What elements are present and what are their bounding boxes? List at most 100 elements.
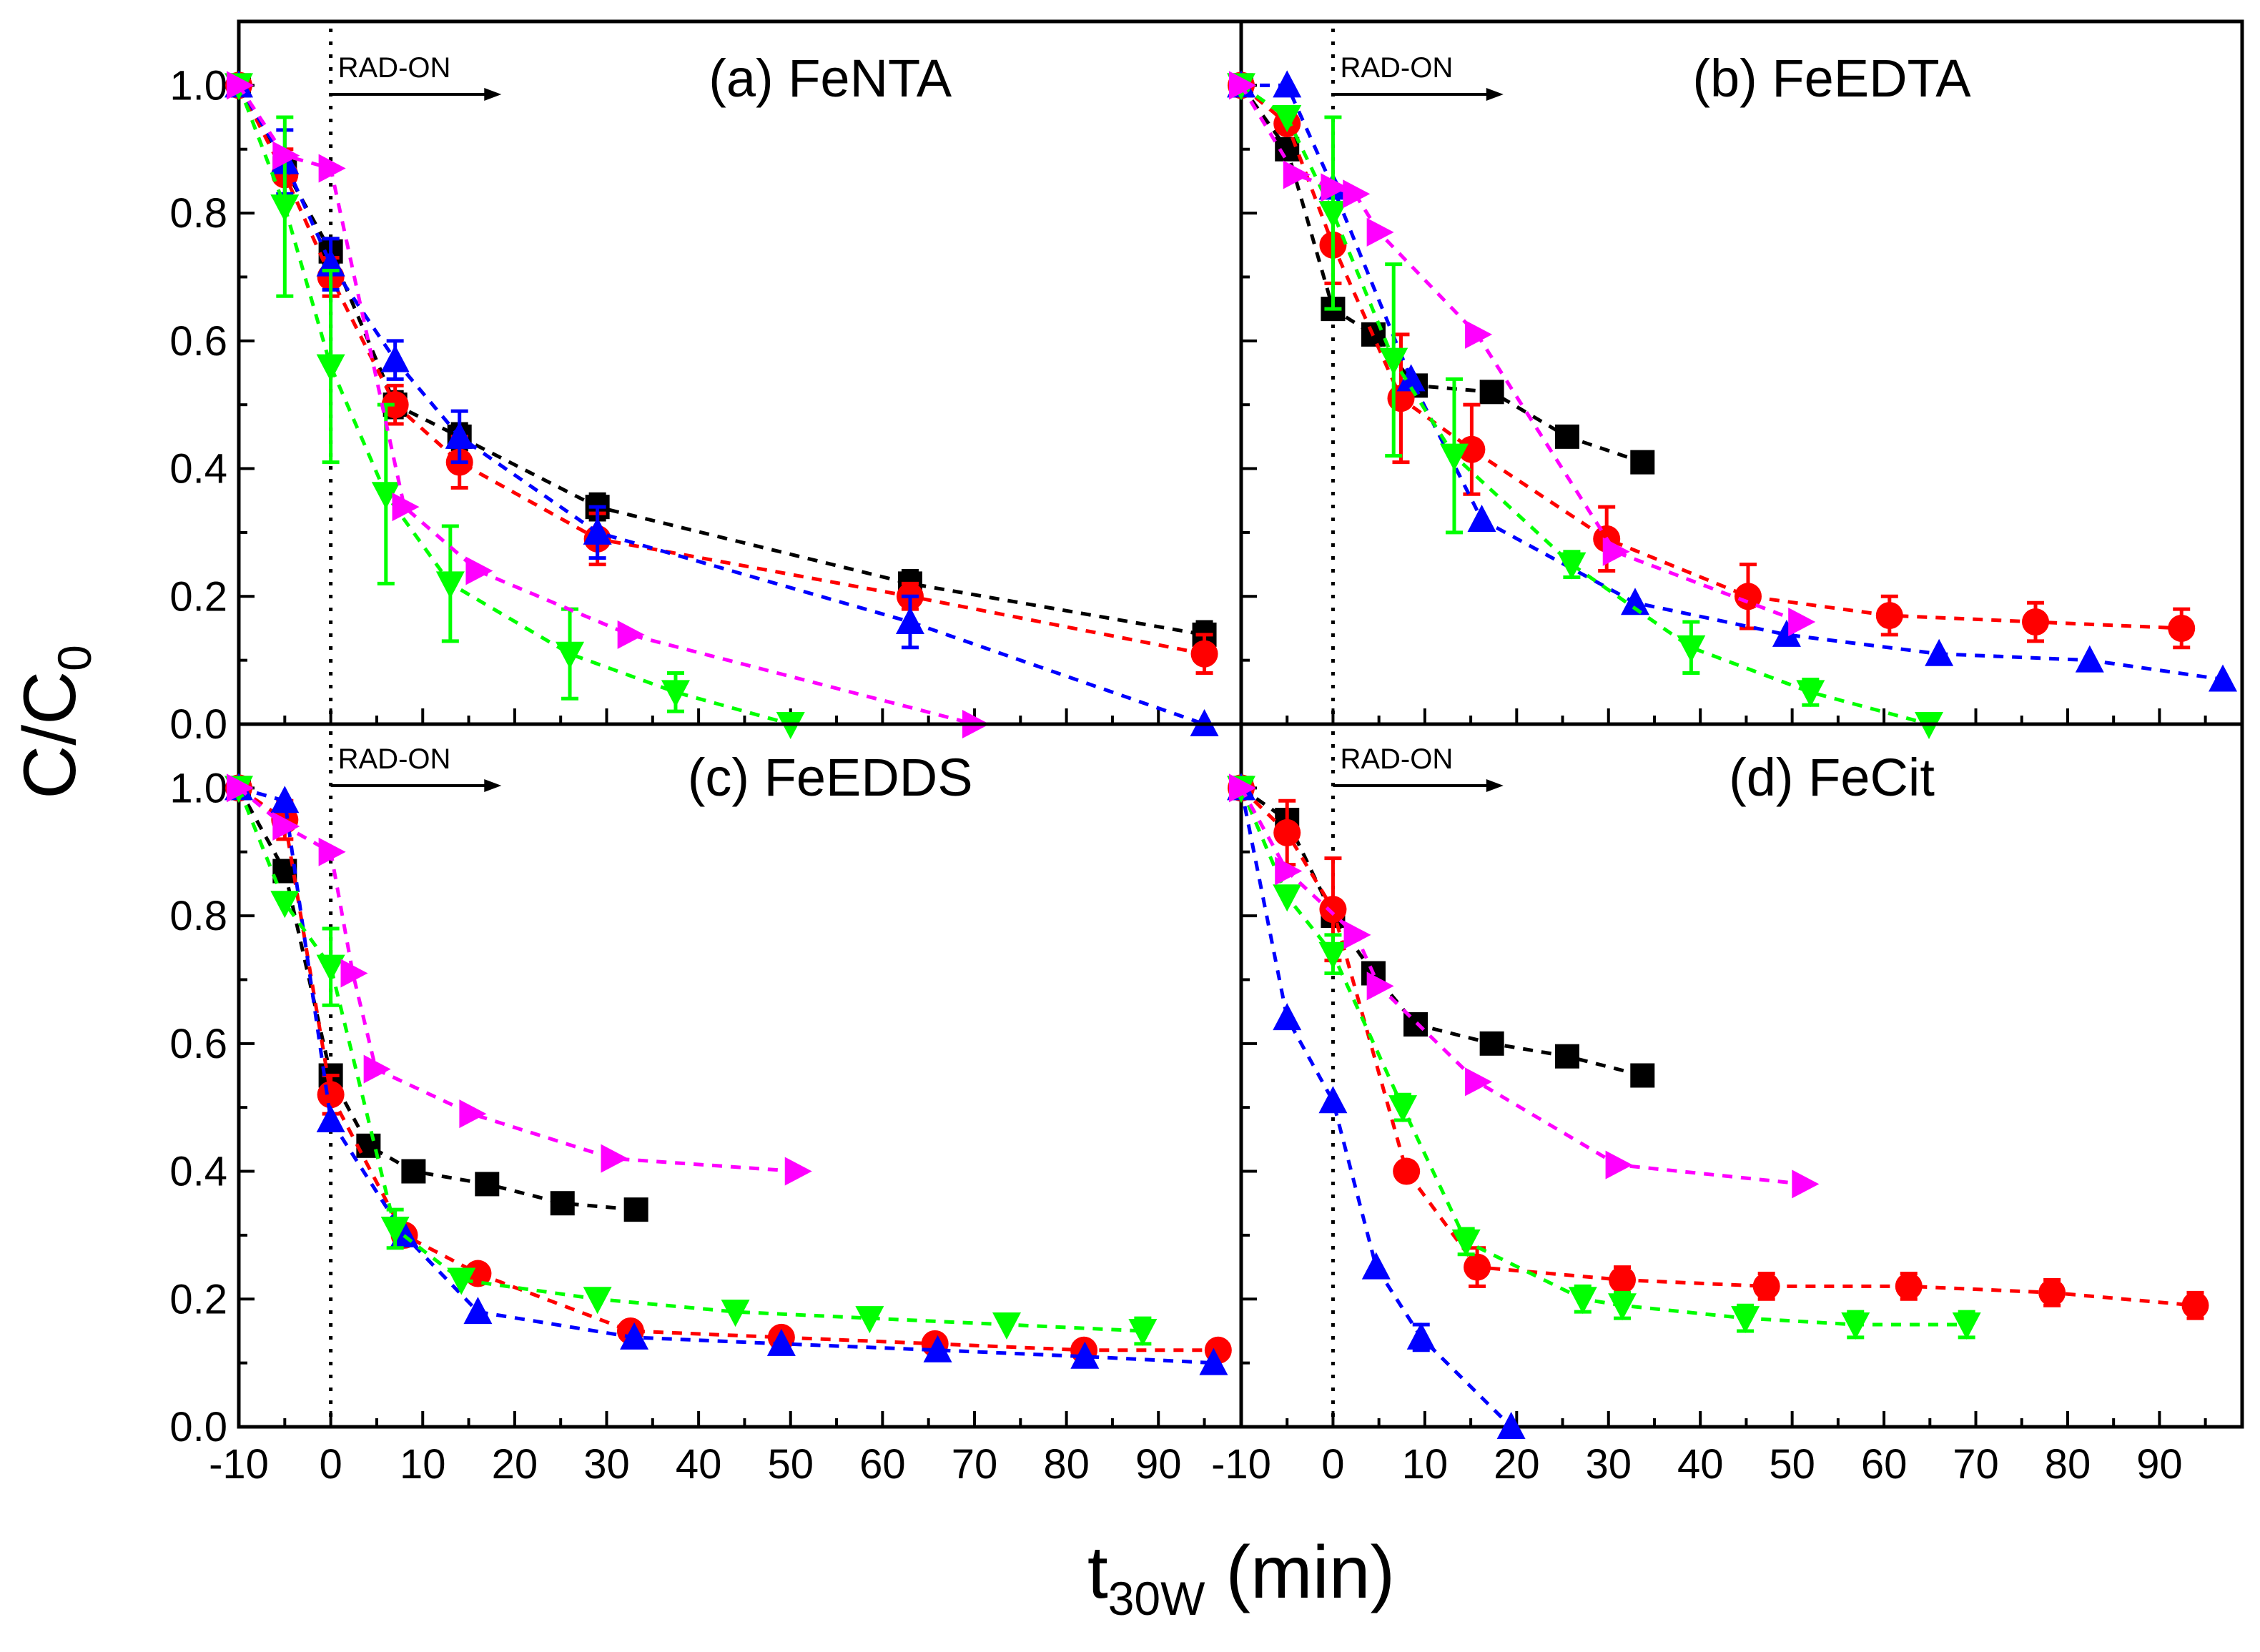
data-point (1772, 619, 1801, 647)
x-tick-label: 50 (767, 1441, 814, 1488)
y-tick-label: 0.0 (169, 701, 227, 748)
data-point (318, 154, 346, 183)
panel-2: RAD-ON (b) FeEDTA (1227, 19, 2244, 739)
data-point (923, 1335, 952, 1362)
data-point (1275, 137, 1300, 162)
y-tick-label: 0.6 (169, 318, 227, 365)
series-line (237, 787, 636, 1212)
x-tick-label: 80 (2045, 1441, 2091, 1488)
x-tick-label: 10 (1402, 1441, 1449, 1488)
data-point (2209, 664, 2238, 692)
data-point (1396, 364, 1426, 392)
data-point (1406, 1322, 1436, 1350)
data-point (227, 773, 254, 803)
data-point (401, 1159, 426, 1184)
data-point (1952, 1312, 1981, 1340)
rad-on-arrowhead (484, 779, 502, 792)
data-point (1361, 1252, 1391, 1280)
data-point (1393, 1157, 1421, 1185)
data-point (1554, 424, 1579, 449)
series-line (1239, 787, 1967, 1327)
data-point (1229, 71, 1256, 100)
y-tick-label: 0.8 (169, 893, 227, 939)
data-point (340, 959, 368, 988)
series-line (237, 84, 1205, 637)
rad-on-arrowhead (1486, 88, 1504, 101)
series-line (237, 786, 797, 1174)
data-point (2181, 1292, 2209, 1320)
data-point (316, 1105, 345, 1133)
data-point (1621, 588, 1650, 615)
data-point (1318, 201, 1348, 229)
data-point (1608, 1293, 1637, 1321)
y-tick-label: 0.4 (169, 1149, 227, 1195)
x-axis-label: t30W (min) (1087, 1531, 1395, 1625)
data-point (1731, 1306, 1760, 1334)
data-point (1343, 179, 1371, 209)
data-point (380, 345, 410, 372)
data-point (1199, 1347, 1228, 1375)
data-point (784, 1157, 812, 1186)
rad-on-label: RAD-ON (338, 743, 451, 775)
data-point (363, 1054, 391, 1084)
data-point (1605, 1150, 1633, 1179)
data-point (381, 391, 409, 419)
data-point (2168, 614, 2196, 642)
data-point (1609, 1266, 1637, 1294)
data-point (556, 641, 585, 669)
data-point (316, 954, 345, 982)
data-point (661, 680, 690, 708)
series-line (1240, 786, 1643, 1077)
series-triangle-right (227, 773, 812, 1186)
data-point (1273, 70, 1302, 98)
x-tick-label: 20 (492, 1441, 538, 1488)
data-point (1479, 1031, 1504, 1056)
y-tick-label: 1.0 (169, 765, 227, 811)
data-point (1070, 1341, 1100, 1369)
series-triangle-down (224, 73, 805, 739)
data-point (1273, 884, 1302, 912)
data-point (1630, 450, 1655, 475)
data-point (1788, 608, 1816, 637)
data-point (1343, 920, 1371, 949)
y-tick-label: 0.0 (169, 1404, 227, 1450)
data-point (1275, 856, 1303, 886)
data-point (1321, 173, 1348, 202)
x-tick-label: 10 (400, 1441, 446, 1488)
data-point (1465, 1067, 1493, 1097)
x-tick-label: 80 (1043, 1441, 1090, 1488)
y-tick-label: 0.6 (169, 1021, 227, 1067)
panel-3: 0.0 0.2 0.4 0.6 0.8 1.0 -10 0 10 20 30 40 50 60 70 80 90… (169, 722, 1243, 1488)
panel-1: 0.0 0.2 0.4 0.6 0.8 1.0 RAD-ON (a) FeNTA (169, 19, 1243, 748)
x-tick-label: 70 (1953, 1441, 1999, 1488)
data-point (550, 1191, 575, 1216)
rad-on-arrowhead (1486, 779, 1504, 792)
series-line (1240, 84, 2182, 630)
data-point (1925, 638, 1954, 666)
data-point (1677, 635, 1706, 663)
series-circle (1228, 774, 2209, 1320)
panel-4: -10 0 10 20 30 40 50 60 70 80 90 RAD-ON (d) FeCit (1211, 722, 2244, 1488)
series-triangle-right (227, 71, 990, 738)
data-point (1796, 680, 1825, 708)
data-point (447, 1267, 476, 1295)
data-point (1366, 217, 1394, 247)
panel-frame (237, 19, 1243, 726)
data-point (583, 517, 612, 545)
data-point (1602, 537, 1630, 566)
data-point (721, 1300, 750, 1327)
data-point (1792, 1169, 1820, 1199)
panel-title: (d) FeCit (1729, 748, 1935, 807)
data-point (992, 1312, 1022, 1340)
x-tick-label: 40 (676, 1441, 722, 1488)
data-point (1318, 1086, 1348, 1114)
data-point (270, 891, 300, 919)
data-point (435, 571, 465, 599)
data-point (620, 1322, 649, 1350)
series-line (1240, 786, 2196, 1307)
data-point (371, 482, 400, 510)
series-line (1241, 83, 2224, 681)
x-tick-label: 20 (1494, 1441, 1540, 1488)
